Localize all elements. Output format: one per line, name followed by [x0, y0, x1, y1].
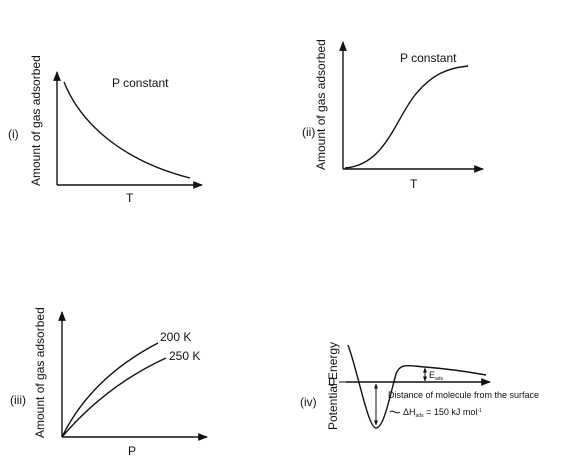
panel-iv: 0 Potential Energy (iv) Distance of mole…: [300, 342, 539, 430]
ea-main: E: [429, 370, 435, 380]
panel-ii-y-label: Amount of gas adsorbed: [314, 39, 328, 170]
panel-i-label: (i): [8, 127, 19, 141]
panel-iii-y-label: Amount of gas adsorbed: [33, 307, 47, 438]
panel-iii: 200 K 250 K P Amount of gas adsorbed (ii…: [10, 307, 208, 458]
series-200k-label: 200 K: [160, 330, 191, 344]
ea-sub: ads: [435, 376, 444, 382]
potential-energy-curve: [347, 344, 487, 429]
series-200k-curve: [61, 342, 159, 438]
panel-iv-label: (iv): [300, 395, 317, 409]
panel-iv-y-label: Potential Energy: [326, 342, 340, 430]
panel-ii-curve: [344, 65, 469, 169]
series-250k-curve: [61, 357, 167, 438]
panel-iv-zero-label: 0: [328, 375, 335, 389]
panel-ii: P constant T Amount of gas adsorbed (ii): [302, 39, 484, 191]
panel-ii-annotation: P constant: [400, 51, 457, 65]
panel-ii-label: (ii): [302, 125, 315, 139]
panel-i-curve: [63, 81, 191, 179]
panel-i-annotation: P constant: [112, 76, 169, 90]
dh-sub: ads: [416, 413, 425, 419]
panel-i-y-label: Amount of gas adsorbed: [29, 55, 43, 186]
panel-i: P constant T Amount of gas adsorbed (i): [8, 55, 203, 205]
dh-sup: -1: [477, 408, 482, 414]
panel-iv-distance-label: Distance of molecule from the surface: [388, 390, 539, 400]
ea-label: Eads: [429, 370, 444, 382]
panel-i-x-label: T: [126, 191, 134, 205]
panel-ii-x-label: T: [410, 177, 418, 191]
delta-h-pointer: [389, 410, 401, 414]
panel-iii-label: (iii): [10, 393, 26, 407]
series-250k-label: 250 K: [169, 349, 200, 363]
dh-main: ΔH: [403, 407, 416, 417]
dh-value: = 150 kJ mol: [424, 407, 478, 417]
panel-iii-x-label: P: [128, 444, 136, 458]
delta-h-label: ΔHads = 150 kJ mol-1: [403, 407, 482, 419]
